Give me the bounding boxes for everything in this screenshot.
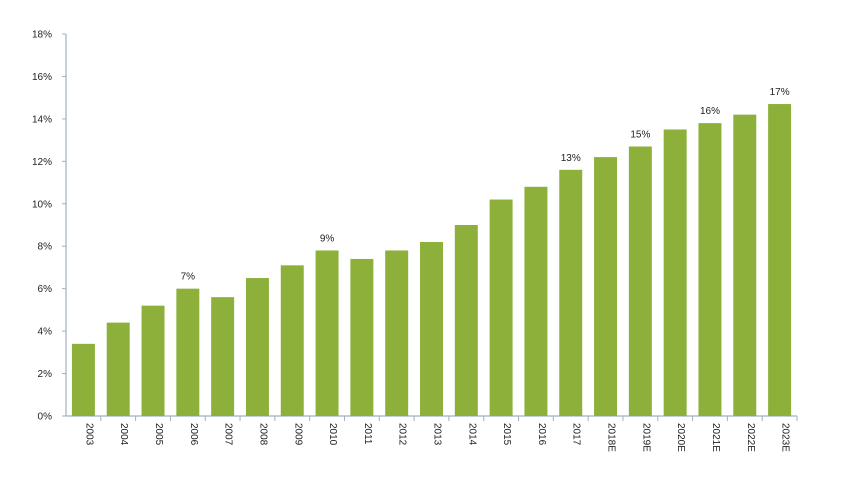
bar-2009 bbox=[280, 265, 304, 416]
data-labels: 7% 9% 13% 15% 16% 17% bbox=[181, 87, 790, 283]
y-tick-label: 2% bbox=[38, 369, 53, 380]
x-tick-label: 2019E bbox=[640, 423, 651, 452]
x-tick-label: 2007 bbox=[223, 423, 234, 446]
y-tick-label: 0% bbox=[38, 412, 53, 423]
x-tick-label: 2008 bbox=[257, 423, 268, 446]
bar-2006 bbox=[176, 288, 200, 416]
bar-2004 bbox=[106, 322, 130, 416]
x-tick-label: 2010 bbox=[327, 423, 338, 446]
bar-2005 bbox=[141, 305, 165, 416]
x-tick-label: 2006 bbox=[188, 423, 199, 446]
data-label: 7% bbox=[181, 272, 196, 283]
x-tick-label: 2023E bbox=[780, 423, 791, 452]
x-tick-label: 2009 bbox=[292, 423, 303, 446]
bar-2019E bbox=[628, 146, 652, 416]
y-tick-label: 10% bbox=[32, 199, 52, 210]
x-tick-label: 2005 bbox=[153, 423, 164, 446]
y-tick-label: 4% bbox=[38, 327, 53, 338]
y-tick-label: 6% bbox=[38, 284, 53, 295]
y-axis-ticks: 0% 2% 4% 6% 8% 10% 12% 14% 16% 18% bbox=[32, 30, 66, 423]
bar-2012 bbox=[385, 250, 409, 416]
bar-2022E bbox=[733, 114, 757, 417]
y-tick-label: 18% bbox=[32, 30, 52, 41]
bar-2021E bbox=[698, 123, 722, 416]
bar-2018E bbox=[594, 157, 618, 417]
bar-2007 bbox=[211, 297, 235, 416]
x-tick-label: 2018E bbox=[606, 423, 617, 452]
data-label: 9% bbox=[320, 233, 335, 244]
x-tick-label: 2014 bbox=[466, 423, 477, 446]
y-tick-label: 12% bbox=[32, 157, 52, 168]
x-tick-label: 2004 bbox=[118, 423, 129, 446]
bar-2008 bbox=[245, 278, 269, 416]
bar-2010 bbox=[315, 250, 339, 416]
y-tick-label: 16% bbox=[32, 72, 52, 83]
x-tick-label: 2003 bbox=[83, 423, 94, 446]
data-label: 13% bbox=[561, 153, 581, 164]
bar-2016 bbox=[524, 186, 548, 416]
bar-2011 bbox=[350, 258, 374, 416]
bar-2023E bbox=[768, 104, 792, 417]
bar-2020E bbox=[663, 129, 687, 416]
x-tick-label: 2011 bbox=[362, 423, 373, 445]
bar-2003 bbox=[71, 343, 95, 416]
x-tick-label: 2021E bbox=[710, 423, 721, 452]
y-tick-label: 14% bbox=[32, 114, 52, 125]
x-axis-ticks: 2003 2004 2005 2006 2007 2008 2009 2010 2011 2012… bbox=[83, 416, 798, 452]
x-tick-label: 2022E bbox=[745, 423, 756, 452]
bar-2017 bbox=[559, 169, 583, 416]
x-tick-label: 2012 bbox=[397, 423, 408, 446]
bar-2015 bbox=[489, 199, 513, 416]
bar-2014 bbox=[454, 225, 478, 416]
x-tick-label: 2020E bbox=[675, 423, 686, 452]
x-tick-label: 2013 bbox=[432, 423, 443, 446]
y-tick-label: 8% bbox=[38, 242, 53, 253]
data-label: 16% bbox=[700, 106, 720, 117]
bars bbox=[71, 104, 792, 417]
x-tick-label: 2017 bbox=[571, 423, 582, 446]
data-label: 17% bbox=[770, 87, 790, 98]
data-label: 15% bbox=[630, 129, 650, 140]
bar-2013 bbox=[420, 241, 443, 416]
x-tick-label: 2015 bbox=[501, 423, 512, 446]
x-tick-label: 2016 bbox=[536, 423, 547, 446]
